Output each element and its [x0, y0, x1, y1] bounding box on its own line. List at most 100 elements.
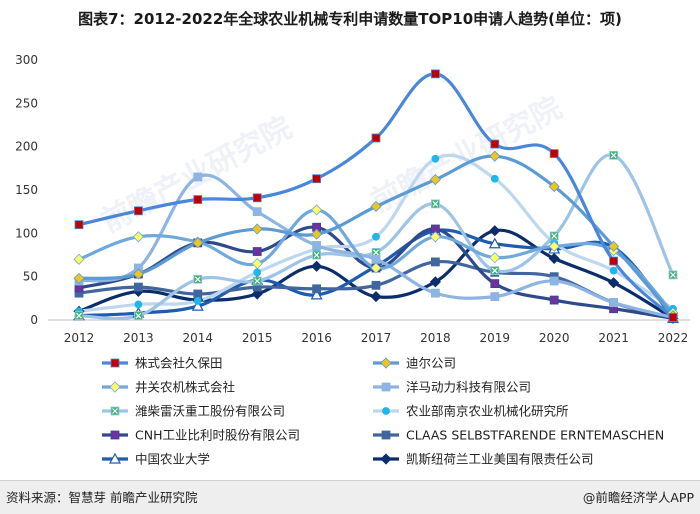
legend-label-1: 迪尔公司 [406, 356, 456, 371]
data-point-s7-6 [430, 257, 440, 267]
data-point-s0-6 [430, 69, 440, 79]
chart-title: 图表7：2012-2022年全球农业机械专利申请数量TOP10申请人趋势(单位：… [78, 10, 622, 28]
data-point-s1-3 [251, 223, 263, 235]
data-point-s5-3 [253, 268, 262, 277]
data-point-s3-7 [490, 292, 500, 302]
data-point-s4-6-cross [432, 200, 439, 207]
legend-label-3: 洋马动力科技有限公司 [406, 380, 531, 395]
data-point-s2-4 [311, 204, 323, 216]
data-point-s3-5 [371, 254, 381, 264]
data-point-s8-4 [310, 288, 323, 300]
y-tick-label: 300 [15, 53, 38, 67]
legend-label-7: CLAAS SELBSTFARENDE ERNTEMASCHEN [406, 428, 664, 443]
legend-swatch-marker-0 [110, 358, 120, 368]
data-point-s6-8 [549, 295, 559, 305]
data-point-s4-9-cross [610, 152, 617, 159]
data-point-s2-0 [73, 253, 85, 265]
legend-label-6: CNH工业比利时股份有限公司 [135, 428, 300, 443]
x-tick-label: 2021 [598, 331, 629, 345]
data-point-s1-7 [489, 150, 501, 162]
data-point-s9-7 [489, 225, 501, 237]
x-tick-label: 2018 [420, 331, 451, 345]
data-point-s4-2-cross [194, 276, 201, 283]
footer-bar: 资料来源：智慧芽 前瞻产业研究院 @前瞻经济学人APP [0, 480, 700, 514]
data-point-s9-8 [548, 252, 560, 265]
data-point-s0-9 [609, 256, 618, 266]
data-point-s3-9 [609, 298, 618, 308]
legend-swatch-marker-6 [110, 430, 120, 440]
y-tick-label: 250 [15, 96, 38, 110]
data-point-s2-7 [489, 252, 501, 264]
data-point-s5-1 [134, 300, 143, 309]
data-point-s5-9 [609, 266, 618, 275]
data-point-s4-4-cross [313, 252, 320, 258]
legend-label-4: 潍柴雷沃重工股份有限公司 [135, 404, 285, 419]
legend-swatch-marker-3 [381, 382, 391, 392]
x-tick-label: 2017 [361, 331, 392, 345]
data-point-s3-3 [252, 207, 262, 217]
data-point-s5-2 [193, 297, 202, 305]
data-point-s0-4 [312, 174, 322, 184]
data-point-s1-6 [429, 174, 441, 186]
legend-swatch-marker-5 [382, 407, 390, 415]
series-line-3 [77, 173, 675, 319]
series-line-0 [77, 72, 675, 319]
data-point-s2-5 [370, 262, 382, 274]
data-point-s6-7 [490, 279, 500, 289]
data-point-s9-4 [311, 260, 323, 272]
legend-swatch-marker-2 [109, 381, 121, 393]
y-tick-label: 0 [30, 313, 38, 327]
data-point-s9-3 [251, 288, 263, 300]
x-tick-label: 2013 [123, 331, 154, 345]
data-point-s8-2 [191, 299, 204, 311]
data-point-s5-7 [490, 174, 499, 183]
line-chart: 0 50 100 150 200 250 300 2012 2013 2014 2015 2016 20… [15, 53, 690, 467]
data-point-s0-10 [668, 312, 678, 322]
data-point-s1-5 [370, 200, 382, 213]
x-tick-label: 2020 [539, 331, 570, 345]
x-tick-label: 2016 [301, 331, 332, 345]
data-point-s0-0 [74, 220, 84, 230]
y-tick-label: 100 [15, 226, 38, 240]
data-point-s2-8 [548, 240, 560, 252]
data-point-s6-3 [252, 247, 262, 256]
series-line-1 [77, 154, 675, 318]
source-note: 资料来源：智慧芽 前瞻产业研究院 [6, 490, 198, 505]
data-point-s1-8 [548, 180, 560, 193]
data-point-s4-1-cross [135, 312, 142, 319]
data-point-s3-2 [193, 172, 203, 182]
data-point-s7-5 [371, 280, 381, 290]
data-point-s4-0-cross [76, 312, 82, 319]
legend-swatch-marker-7 [381, 430, 391, 440]
data-point-s5-5 [372, 232, 380, 241]
legend-label-8: 中国农业大学 [135, 452, 210, 467]
data-point-s9-6 [429, 276, 441, 288]
x-tick-label: 2019 [480, 331, 511, 345]
data-point-s2-1 [132, 231, 144, 243]
data-point-s0-3 [252, 193, 262, 203]
data-point-s3-4 [312, 241, 322, 250]
data-point-s2-6 [429, 231, 441, 243]
legend-swatch-marker-9 [380, 453, 392, 465]
data-point-s3-6 [430, 288, 440, 298]
data-point-s1-9 [608, 240, 620, 252]
data-point-s4-7-cross [491, 267, 498, 274]
y-tick-label: 50 [23, 270, 38, 284]
data-point-s9-9 [608, 277, 620, 289]
legend-label-2: 井关农机株式会社 [135, 380, 235, 395]
data-point-s0-8 [549, 149, 559, 158]
legend-swatch-marker-8 [108, 452, 122, 464]
data-point-s7-4 [312, 284, 322, 294]
x-tick-label: 2022 [658, 331, 689, 345]
data-point-s8-7 [488, 237, 501, 249]
data-point-s0-1 [133, 206, 143, 216]
y-tick-label: 150 [15, 183, 38, 197]
data-point-s7-1 [133, 282, 143, 292]
data-point-s1-1 [132, 268, 144, 280]
x-tick-label: 2014 [183, 331, 214, 345]
data-point-s5-6 [431, 154, 440, 163]
series-line-5 [77, 153, 675, 313]
legend-swatch-marker-4-cross [112, 408, 118, 414]
brand-note: @前瞻经济学人APP [582, 490, 694, 505]
data-point-s4-10-cross [670, 272, 676, 278]
